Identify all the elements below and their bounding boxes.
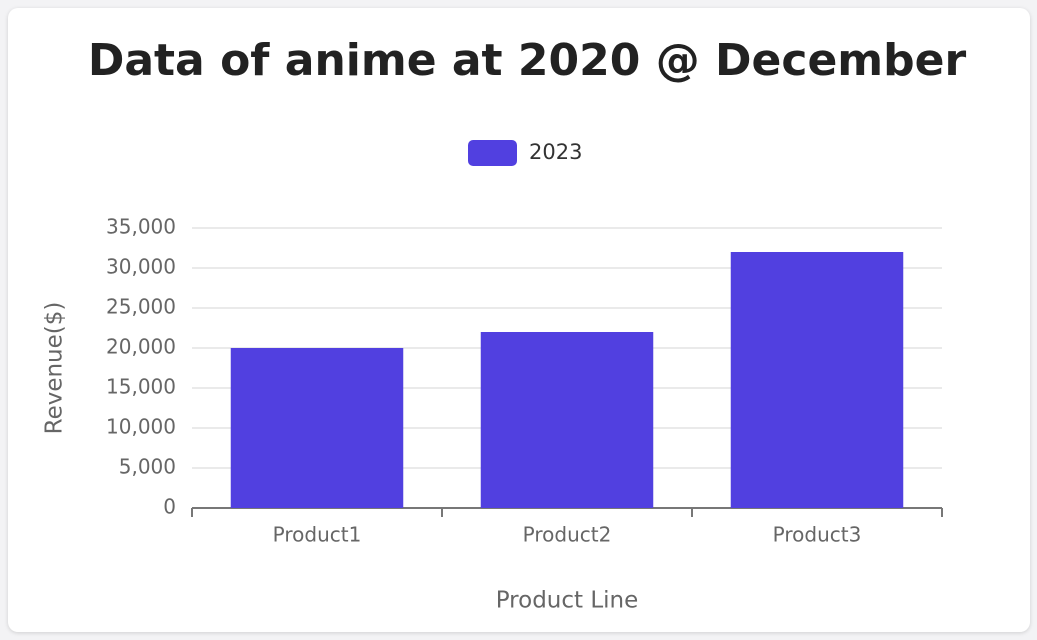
legend-swatch	[468, 140, 517, 166]
x-axis-title: Product Line	[496, 588, 639, 614]
bar	[730, 252, 904, 508]
y-tick-label: 0	[163, 495, 176, 519]
x-tick-label: Product2	[523, 523, 612, 547]
legend-label: 2023	[529, 140, 582, 164]
bar	[480, 332, 654, 508]
y-tick-label: 35,000	[106, 215, 176, 239]
y-tick-label: 15,000	[106, 375, 176, 399]
chart-title: Data of anime at 2020 @ December	[88, 35, 967, 86]
x-tick-label: Product3	[773, 523, 862, 547]
y-tick-label: 10,000	[106, 415, 176, 439]
y-tick-label: 20,000	[106, 335, 176, 359]
y-tick-label: 5,000	[119, 455, 176, 479]
bar	[230, 348, 404, 508]
y-tick-label: 30,000	[106, 255, 176, 279]
x-tick-label: Product1	[273, 523, 362, 547]
y-axis-title: Revenue($)	[42, 302, 68, 435]
y-tick-label: 25,000	[106, 295, 176, 319]
